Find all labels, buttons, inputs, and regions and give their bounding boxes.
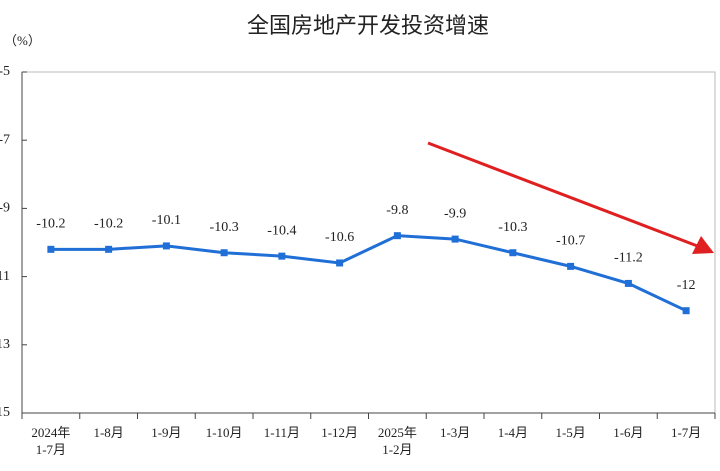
x-tick-label: 1-12月 — [321, 425, 359, 440]
series-line — [50, 234, 687, 313]
x-tick-label: 2024年 1-7月 — [31, 425, 71, 457]
data-point — [393, 232, 401, 240]
y-tick-label: -9 — [0, 201, 10, 216]
x-tick-label: 1-4月 — [497, 425, 529, 440]
x-tick-label: 1-9月 — [151, 425, 182, 440]
data-point — [278, 252, 286, 260]
data-point — [451, 235, 459, 243]
data-label: -10.3 — [210, 220, 239, 235]
data-label: -11.2 — [614, 251, 643, 266]
trend-arrow — [427, 141, 701, 249]
chart-title: 全国房地产开发投资增速 — [247, 14, 489, 39]
x-tick-label: 1-3月 — [439, 425, 471, 440]
data-label: -10.2 — [94, 217, 123, 232]
data-point — [220, 249, 228, 257]
y-tick-label: -11 — [0, 269, 10, 284]
x-tick-label: 1-6月 — [613, 425, 644, 440]
data-point — [682, 307, 690, 315]
trend-arrow-head — [692, 236, 714, 254]
x-tick-label: 1-7月 — [670, 425, 702, 440]
data-point — [336, 259, 344, 267]
data-label: -10.7 — [556, 234, 585, 249]
x-tick-label: 1-10月 — [205, 425, 243, 440]
data-label: -10.3 — [498, 220, 527, 235]
x-tick-label: 1-5月 — [555, 425, 586, 440]
data-label: -12 — [677, 278, 696, 293]
x-tick-label: 2025年 1-2月 — [377, 425, 417, 457]
data-point — [162, 242, 170, 250]
plot-frame — [21, 71, 716, 414]
y-tick-label: -15 — [0, 405, 10, 420]
data-point — [624, 279, 632, 287]
data-point — [509, 249, 517, 257]
x-tick-label: 1-11月 — [263, 425, 301, 440]
data-label: -9.8 — [386, 203, 408, 218]
data-point — [47, 245, 55, 253]
data-label: -10.2 — [36, 217, 65, 232]
data-label: -10.1 — [152, 213, 181, 228]
data-label: -9.9 — [444, 206, 466, 221]
y-tick-label: -13 — [0, 337, 10, 352]
x-tick-label: 1-8月 — [93, 425, 124, 440]
data-point — [105, 245, 113, 253]
y-tick-label: -5 — [0, 64, 10, 79]
data-point — [567, 262, 575, 270]
y-tick-label: -7 — [0, 132, 10, 147]
data-label: -10.4 — [267, 223, 296, 238]
y-axis-label: （%） — [4, 33, 41, 48]
data-label: -10.6 — [325, 230, 354, 245]
